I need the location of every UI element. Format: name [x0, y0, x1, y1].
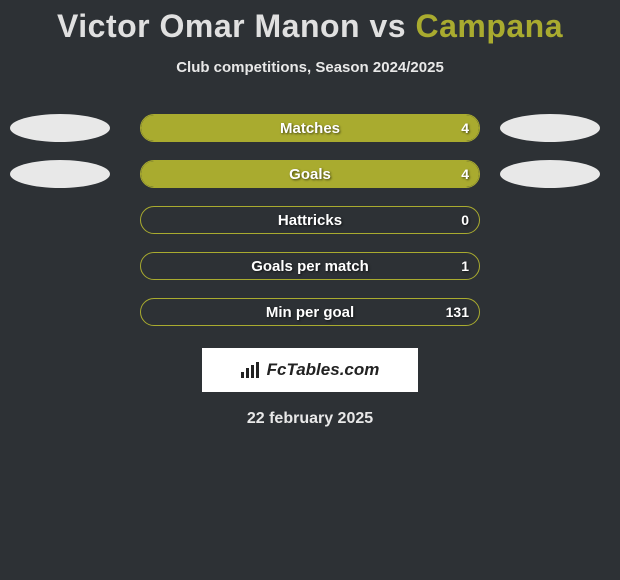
right-ellipse [500, 114, 600, 142]
stat-row: Min per goal131 [0, 298, 620, 326]
stat-label: Goals [141, 166, 479, 183]
stat-label: Matches [141, 120, 479, 137]
stat-bar: Goals4 [140, 160, 480, 188]
right-ellipse [500, 160, 600, 188]
brand-text: FcTables.com [267, 360, 380, 380]
stat-value-right: 131 [446, 304, 469, 320]
stat-bar: Min per goal131 [140, 298, 480, 326]
stat-row: Hattricks0 [0, 206, 620, 234]
stat-row: Goals per match1 [0, 252, 620, 280]
stat-bar: Matches4 [140, 114, 480, 142]
stat-row: Goals4 [0, 160, 620, 188]
brand-box: FcTables.com [202, 348, 418, 392]
date-text: 22 february 2025 [0, 410, 620, 428]
left-ellipse [10, 114, 110, 142]
stat-value-right: 4 [461, 166, 469, 182]
stat-value-right: 0 [461, 212, 469, 228]
stat-value-right: 1 [461, 258, 469, 274]
stat-value-right: 4 [461, 120, 469, 136]
stat-bar: Goals per match1 [140, 252, 480, 280]
stat-row: Matches4 [0, 114, 620, 142]
stat-label: Min per goal [141, 304, 479, 321]
stats-list: Matches4Goals4Hattricks0Goals per match1… [0, 114, 620, 326]
stat-label: Goals per match [141, 258, 479, 275]
comparison-infographic: Victor Omar Manon vs Campana Club compet… [0, 0, 620, 428]
vs-label: vs [369, 8, 406, 44]
subtitle: Club competitions, Season 2024/2025 [0, 59, 620, 76]
bar-chart-icon [241, 362, 261, 378]
page-title: Victor Omar Manon vs Campana [0, 8, 620, 45]
left-ellipse [10, 160, 110, 188]
player2-name: Campana [415, 8, 563, 44]
stat-label: Hattricks [141, 212, 479, 229]
stat-bar: Hattricks0 [140, 206, 480, 234]
player1-name: Victor Omar Manon [57, 8, 360, 44]
